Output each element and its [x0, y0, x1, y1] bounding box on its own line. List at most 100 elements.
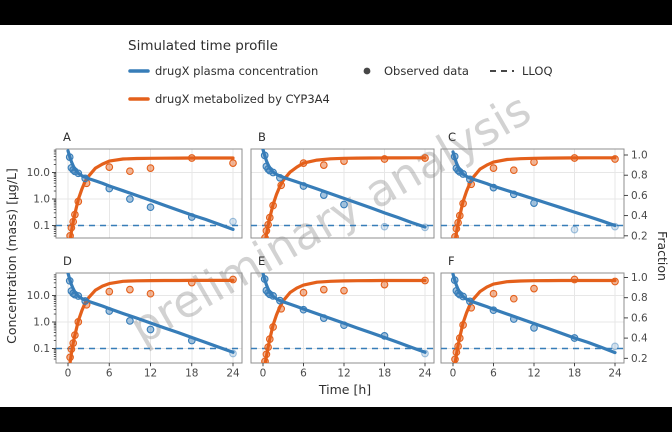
legend-label-observed: Observed data	[384, 64, 469, 78]
observed-point-metabolized	[611, 155, 619, 163]
observed-point-plasma	[380, 332, 389, 340]
metabolized-fraction-curve	[68, 278, 235, 363]
observed-point-plasma	[509, 190, 518, 199]
observed-point-metabolized	[489, 289, 498, 298]
observed-point-metabolized	[509, 166, 518, 175]
y-right-tick-label: 0.8	[631, 292, 648, 304]
observed-point-plasma	[611, 342, 619, 351]
observed-point-metabolized	[451, 355, 459, 363]
observed-point-plasma	[380, 222, 389, 231]
observed-point-plasma	[611, 222, 619, 231]
observed-point-metabolized	[229, 275, 237, 284]
x-tick-label: 12	[527, 368, 540, 380]
observed-point-metabolized	[299, 288, 308, 297]
observed-point-metabolized	[261, 357, 269, 363]
figure-background	[0, 25, 672, 407]
observed-point-plasma	[260, 151, 269, 160]
x-tick-label: 18	[378, 368, 391, 380]
observed-point-metabolized	[319, 285, 328, 294]
observed-point-metabolized	[570, 154, 579, 162]
x-tick-label: 12	[144, 368, 157, 380]
observed-point-metabolized	[71, 331, 79, 339]
data-panel-D	[56, 273, 242, 363]
legend-label-lloq: LLOQ	[522, 64, 553, 78]
observed-point-metabolized	[126, 285, 134, 294]
observed-point-plasma	[105, 307, 114, 315]
observed-point-plasma	[459, 292, 467, 301]
observed-point-plasma	[81, 174, 90, 183]
observed-point-plasma	[450, 152, 459, 161]
observed-point-metabolized	[74, 197, 83, 206]
observed-point-metabolized	[126, 167, 134, 176]
x-tick-label: 6	[490, 368, 497, 380]
observed-point-plasma	[187, 213, 196, 221]
panel-border	[250, 148, 435, 239]
observed-point-metabolized	[277, 181, 286, 190]
observed-point-metabolized	[229, 159, 237, 167]
plasma-concentration-curve	[66, 273, 235, 354]
x-axis-title: Time [h]	[318, 382, 371, 397]
observed-point-plasma	[530, 324, 538, 332]
data-panel-B	[251, 149, 434, 238]
x-tick-label: 12	[337, 368, 350, 380]
observed-point-plasma	[509, 315, 518, 323]
observed-point-plasma	[466, 175, 474, 184]
x-tick-label: 0	[260, 368, 267, 380]
observed-point-plasma	[319, 314, 328, 322]
observed-point-metabolized	[570, 275, 579, 284]
observed-point-metabolized	[454, 342, 462, 351]
y-right-tick-label: 0.2	[631, 353, 648, 365]
observed-point-plasma	[126, 317, 134, 325]
observed-point-metabolized	[509, 294, 518, 303]
observed-point-plasma	[260, 275, 269, 283]
observed-point-plasma	[81, 297, 90, 305]
observed-point-plasma	[74, 292, 83, 300]
observed-point-plasma	[65, 276, 74, 285]
observed-point-metabolized	[459, 199, 467, 208]
x-tick-label: 24	[608, 368, 622, 380]
panel-border	[440, 148, 625, 239]
observed-point-metabolized	[421, 276, 429, 285]
observed-point-metabolized	[69, 217, 78, 226]
observed-point-metabolized	[319, 161, 328, 169]
observed-point-plasma	[269, 292, 277, 300]
observed-point-metabolized	[74, 318, 83, 326]
metabolized-fraction-curve	[453, 156, 617, 238]
observed-point-metabolized	[459, 321, 467, 329]
observed-point-metabolized	[146, 164, 155, 172]
data-panel-A	[56, 149, 242, 238]
y-left-tick-label: 10.0	[27, 290, 50, 302]
observed-point-plasma	[229, 217, 237, 226]
metabolized-fraction-curve	[68, 156, 235, 238]
observed-point-metabolized	[71, 210, 79, 219]
observed-point-plasma	[340, 321, 348, 330]
panel-data	[56, 149, 624, 363]
panel-border	[55, 148, 243, 239]
panel-border	[250, 272, 435, 364]
legend-label-plasma: drugX plasma concentration	[155, 64, 318, 78]
legend-label-metabolized: drugX metabolized by CYP3A4	[155, 92, 330, 106]
y-right-axis-title: Fraction	[655, 231, 670, 281]
observed-point-metabolized	[454, 218, 462, 227]
observed-point-metabolized	[265, 213, 274, 222]
observed-point-metabolized	[467, 303, 476, 312]
panel-label-F: F	[448, 254, 455, 268]
x-tick-label: 6	[106, 368, 113, 380]
x-tick-label: 0	[65, 368, 72, 380]
observed-point-plasma	[276, 173, 284, 182]
observed-point-plasma	[269, 168, 277, 177]
y-right-tick-label: 1.0	[631, 150, 648, 162]
observed-point-metabolized	[146, 289, 155, 298]
data-panel-F	[441, 273, 624, 363]
y-right-tick-label: 1.0	[631, 272, 648, 284]
x-tick-label: 24	[226, 368, 240, 380]
x-tick-label: 0	[450, 368, 457, 380]
y-right-tick-label: 0.4	[631, 210, 648, 222]
observed-point-metabolized	[66, 231, 74, 238]
panel-label-B: B	[258, 130, 266, 144]
y-left-tick-label: 10.0	[27, 167, 50, 179]
y-right-tick-label: 0.6	[631, 312, 648, 324]
observed-point-plasma	[187, 336, 196, 345]
metabolized-fraction-curve	[453, 278, 617, 363]
